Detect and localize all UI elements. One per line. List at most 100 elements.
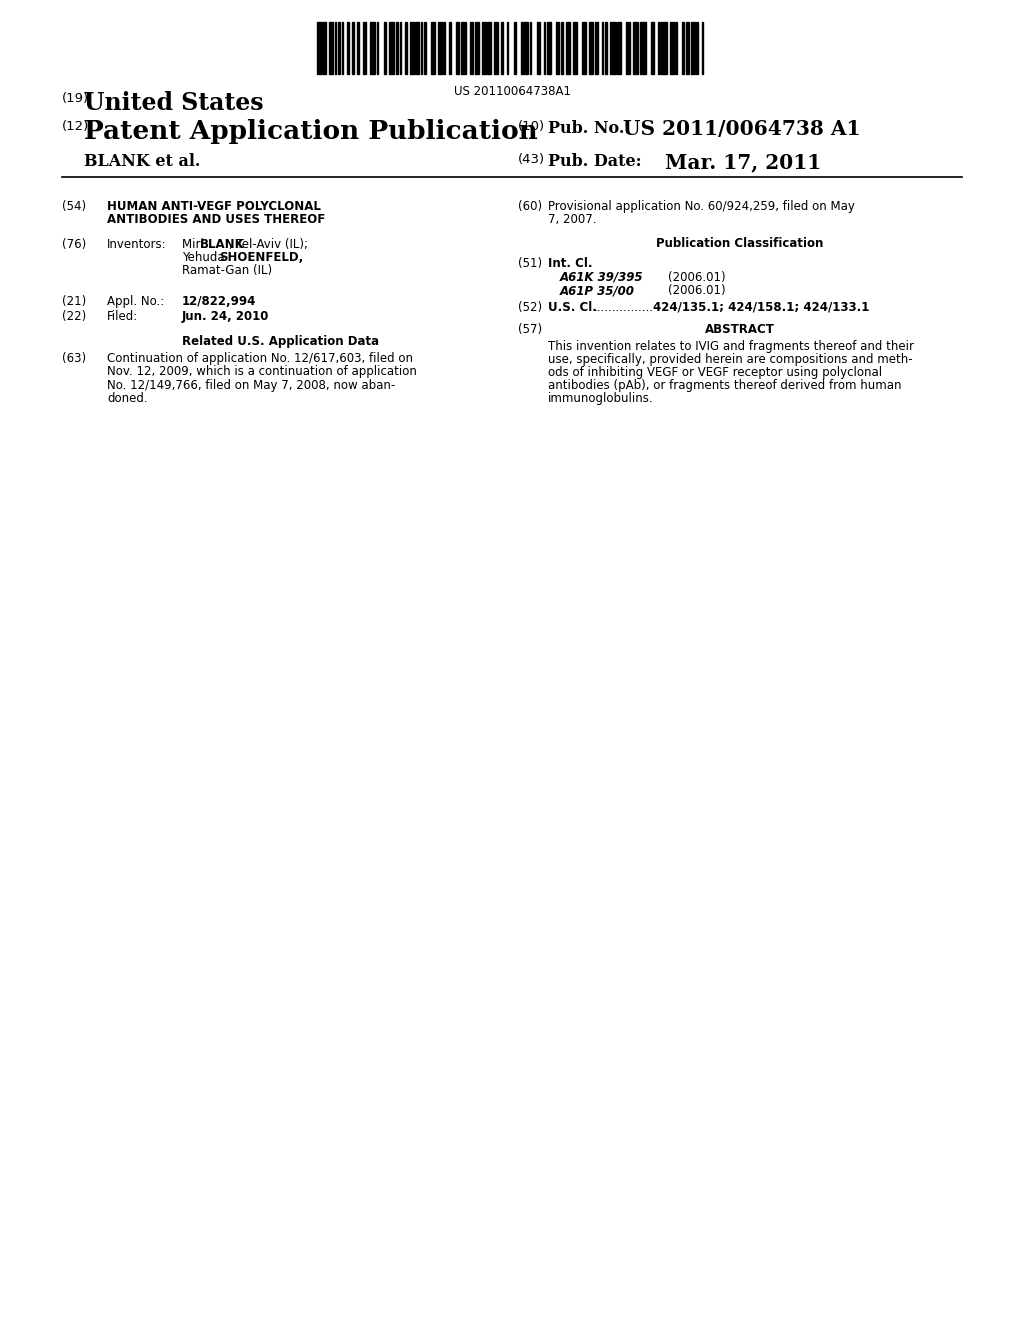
- Text: United States: United States: [84, 91, 263, 115]
- Bar: [317, 22, 321, 74]
- Bar: [410, 22, 414, 74]
- Text: immunoglobulins.: immunoglobulins.: [548, 392, 653, 405]
- Text: use, specifically, provided herein are compositions and meth-: use, specifically, provided herein are c…: [548, 352, 912, 366]
- Text: (54): (54): [62, 201, 86, 213]
- Text: (22): (22): [62, 310, 86, 323]
- Text: Jun. 24, 2010: Jun. 24, 2010: [182, 310, 269, 323]
- Text: Publication Classification: Publication Classification: [656, 238, 823, 249]
- Text: (21): (21): [62, 294, 86, 308]
- Text: (51): (51): [518, 257, 542, 271]
- Text: Nov. 12, 2009, which is a continuation of application: Nov. 12, 2009, which is a continuation o…: [106, 366, 417, 379]
- Bar: [561, 22, 563, 74]
- Text: BLANK: BLANK: [200, 238, 245, 251]
- Text: Pub. Date:: Pub. Date:: [548, 153, 642, 170]
- Text: (19): (19): [62, 92, 89, 106]
- Bar: [537, 22, 540, 74]
- Text: (2006.01): (2006.01): [668, 284, 726, 297]
- Bar: [416, 22, 419, 74]
- Text: Inventors:: Inventors:: [106, 238, 167, 251]
- Text: Patent Application Publication: Patent Application Publication: [84, 119, 538, 144]
- Bar: [449, 22, 451, 74]
- Bar: [352, 22, 354, 74]
- Text: 424/135.1; 424/158.1; 424/133.1: 424/135.1; 424/158.1; 424/133.1: [653, 301, 869, 314]
- Text: Miri: Miri: [182, 238, 208, 251]
- Text: Filed:: Filed:: [106, 310, 138, 323]
- Text: (63): (63): [62, 352, 86, 366]
- Text: Int. Cl.: Int. Cl.: [548, 257, 593, 271]
- Bar: [482, 22, 485, 74]
- Bar: [347, 22, 348, 74]
- Text: (12): (12): [62, 120, 89, 133]
- Bar: [524, 22, 527, 74]
- Text: No. 12/149,766, filed on May 7, 2008, now aban-: No. 12/149,766, filed on May 7, 2008, no…: [106, 379, 395, 392]
- Text: Pub. No.:: Pub. No.:: [548, 120, 631, 137]
- Bar: [686, 22, 689, 74]
- Text: Provisional application No. 60/924,259, filed on May: Provisional application No. 60/924,259, …: [548, 201, 855, 213]
- Bar: [384, 22, 385, 74]
- Text: (10): (10): [518, 120, 545, 133]
- Bar: [547, 22, 551, 74]
- Bar: [396, 22, 397, 74]
- Text: (60): (60): [518, 201, 542, 213]
- Bar: [701, 22, 703, 74]
- Bar: [617, 22, 621, 74]
- Text: Related U.S. Application Data: Related U.S. Application Data: [182, 335, 380, 348]
- Text: ABSTRACT: ABSTRACT: [706, 323, 775, 337]
- Bar: [342, 22, 343, 74]
- Text: Appl. No.:: Appl. No.:: [106, 294, 164, 308]
- Bar: [657, 22, 659, 74]
- Bar: [521, 22, 522, 74]
- Bar: [377, 22, 379, 74]
- Bar: [495, 22, 498, 74]
- Bar: [421, 22, 423, 74]
- Bar: [651, 22, 654, 74]
- Text: A61P 35/00: A61P 35/00: [560, 284, 635, 297]
- Bar: [566, 22, 570, 74]
- Bar: [605, 22, 607, 74]
- Bar: [676, 22, 677, 74]
- Bar: [470, 22, 473, 74]
- Text: U.S. Cl.: U.S. Cl.: [548, 301, 597, 314]
- Bar: [438, 22, 441, 74]
- Bar: [335, 22, 336, 74]
- Text: ANTIBODIES AND USES THEREOF: ANTIBODIES AND USES THEREOF: [106, 213, 326, 226]
- Text: SHOENFELD,: SHOENFELD,: [219, 251, 303, 264]
- Text: antibodies (pAb), or fragments thereof derived from human: antibodies (pAb), or fragments thereof d…: [548, 379, 901, 392]
- Bar: [589, 22, 593, 74]
- Text: Ramat-Gan (IL): Ramat-Gan (IL): [182, 264, 272, 277]
- Bar: [456, 22, 460, 74]
- Bar: [595, 22, 598, 74]
- Bar: [544, 22, 546, 74]
- Text: US 2011/0064738 A1: US 2011/0064738 A1: [623, 119, 860, 139]
- Text: This invention relates to IVIG and fragments thereof and their: This invention relates to IVIG and fragm…: [548, 341, 914, 352]
- Bar: [431, 22, 435, 74]
- Bar: [627, 22, 630, 74]
- Bar: [640, 22, 645, 74]
- Text: (76): (76): [62, 238, 86, 251]
- Text: ods of inhibiting VEGF or VEGF receptor using polyclonal: ods of inhibiting VEGF or VEGF receptor …: [548, 366, 882, 379]
- Bar: [670, 22, 674, 74]
- Bar: [357, 22, 359, 74]
- Bar: [399, 22, 401, 74]
- Text: (43): (43): [518, 153, 545, 166]
- Bar: [404, 22, 407, 74]
- Bar: [583, 22, 586, 74]
- Bar: [443, 22, 445, 74]
- Bar: [475, 22, 478, 74]
- Bar: [330, 22, 333, 74]
- Text: US 20110064738A1: US 20110064738A1: [454, 84, 570, 98]
- Text: Continuation of application No. 12/617,603, filed on: Continuation of application No. 12/617,6…: [106, 352, 413, 366]
- Bar: [514, 22, 515, 74]
- Bar: [389, 22, 394, 74]
- Bar: [487, 22, 490, 74]
- Text: (57): (57): [518, 323, 542, 337]
- Text: BLANK et al.: BLANK et al.: [84, 153, 201, 170]
- Bar: [696, 22, 698, 74]
- Bar: [682, 22, 684, 74]
- Text: 12/822,994: 12/822,994: [182, 294, 256, 308]
- Bar: [370, 22, 375, 74]
- Bar: [362, 22, 367, 74]
- Text: 7, 2007.: 7, 2007.: [548, 213, 597, 226]
- Text: A61K 39/395: A61K 39/395: [560, 271, 643, 284]
- Bar: [691, 22, 694, 74]
